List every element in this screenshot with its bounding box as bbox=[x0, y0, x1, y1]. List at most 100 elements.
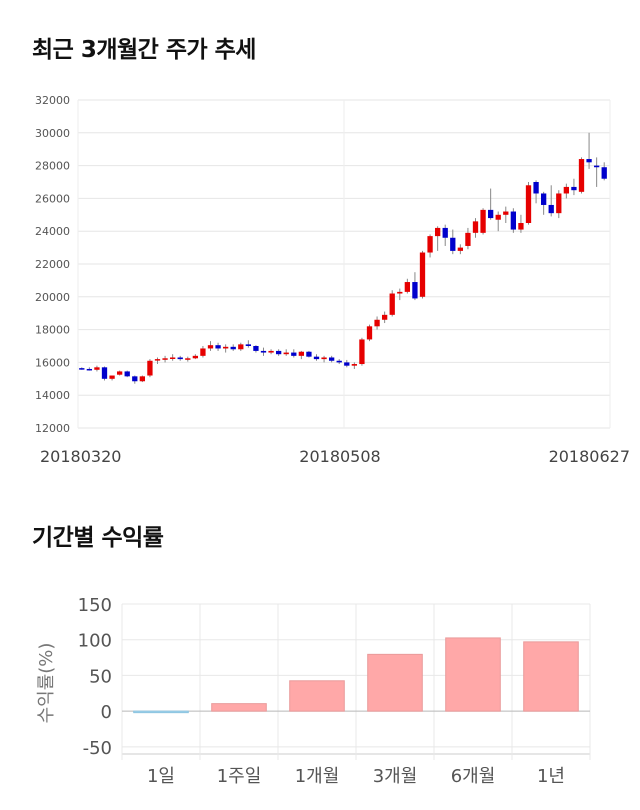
candle-body bbox=[298, 351, 305, 356]
x-tick-label: 1개월 bbox=[295, 766, 340, 787]
candle-body bbox=[116, 371, 123, 375]
candle-body bbox=[245, 344, 252, 346]
candle-body bbox=[230, 346, 236, 350]
candle-body bbox=[586, 159, 592, 163]
y-tick-label: 50 bbox=[89, 666, 112, 687]
candle-body bbox=[162, 358, 168, 360]
candle-body bbox=[328, 357, 335, 361]
candle-body bbox=[147, 360, 153, 376]
candle-body bbox=[260, 350, 267, 353]
candle-body bbox=[450, 237, 456, 251]
candle-body bbox=[457, 247, 464, 251]
candle-body bbox=[215, 345, 221, 349]
candle-body bbox=[177, 357, 183, 360]
bar bbox=[211, 703, 267, 712]
candle-body bbox=[124, 371, 130, 377]
y-tick-label: 28000 bbox=[35, 160, 70, 173]
candle-body bbox=[351, 364, 358, 366]
candle-body bbox=[442, 227, 448, 238]
candle-body bbox=[283, 352, 289, 355]
y-tick-label: 12000 bbox=[35, 422, 70, 435]
candle-body bbox=[313, 356, 320, 360]
x-tick-label: 20180320 bbox=[40, 447, 121, 466]
y-axis-label: 수익률(%) bbox=[36, 643, 57, 724]
y-tick-label: 32000 bbox=[35, 94, 70, 107]
bar bbox=[523, 641, 579, 712]
candle-body bbox=[336, 360, 342, 363]
candle-body bbox=[389, 293, 395, 315]
candle-body bbox=[533, 182, 539, 194]
candle-body bbox=[222, 346, 229, 349]
candle-body bbox=[381, 314, 388, 320]
candle-body bbox=[397, 291, 403, 294]
candle-body bbox=[268, 350, 274, 353]
bar bbox=[367, 653, 423, 712]
candle-body bbox=[510, 211, 517, 230]
candle-body bbox=[79, 368, 85, 370]
candle-body bbox=[275, 350, 282, 355]
candle-body bbox=[132, 376, 138, 382]
y-tick-label: 22000 bbox=[35, 258, 70, 271]
x-tick-label: 1년 bbox=[537, 766, 565, 787]
candle-body bbox=[571, 186, 577, 191]
y-tick-label: 150 bbox=[78, 595, 112, 616]
candle-body bbox=[540, 193, 547, 205]
candle-body bbox=[419, 252, 426, 297]
y-tick-label: 14000 bbox=[35, 389, 70, 402]
y-tick-label: 16000 bbox=[35, 356, 70, 369]
candle-body bbox=[253, 346, 259, 351]
x-tick-label: 6개월 bbox=[451, 766, 496, 787]
candle-body bbox=[374, 319, 380, 327]
candle-body bbox=[495, 214, 501, 220]
candle-body bbox=[109, 375, 115, 379]
candle-body bbox=[169, 357, 176, 359]
candle-body bbox=[359, 339, 365, 365]
candle-body bbox=[556, 193, 562, 214]
candle-body bbox=[412, 282, 418, 299]
candle-body bbox=[306, 351, 312, 357]
candle-body bbox=[192, 355, 199, 359]
candle-body bbox=[480, 209, 486, 233]
candle-body bbox=[427, 236, 433, 253]
candle-body bbox=[200, 348, 206, 356]
candle-body bbox=[503, 211, 509, 215]
candle-body bbox=[344, 362, 350, 366]
candle-body bbox=[404, 282, 411, 292]
price-trend-chart: 12000 14000 16000 18000 20000 22000 24000 26000… bbox=[35, 94, 630, 466]
candle-body bbox=[207, 345, 214, 349]
x-tick-label: 20180627 bbox=[549, 447, 630, 466]
price-trend-title: 최근 3개월간 주가 추세 bbox=[32, 37, 256, 63]
candle-body bbox=[525, 185, 532, 223]
candle-body bbox=[86, 368, 93, 371]
candle-body bbox=[548, 204, 554, 214]
candle-body bbox=[472, 221, 479, 233]
candle-body bbox=[101, 367, 108, 379]
candle-body bbox=[487, 209, 494, 219]
y-tick-label: 0 bbox=[101, 702, 112, 723]
candle-body bbox=[94, 367, 100, 370]
y-tick-label: 30000 bbox=[35, 127, 70, 140]
candle-body bbox=[321, 357, 327, 360]
bar bbox=[289, 680, 345, 712]
candle-body bbox=[563, 186, 570, 194]
candle-body bbox=[601, 167, 607, 179]
y-tick-label: 24000 bbox=[35, 225, 70, 238]
x-tick-label: 3개월 bbox=[373, 766, 418, 787]
candle-body bbox=[238, 344, 244, 350]
y-tick-label: -50 bbox=[83, 738, 112, 759]
candle-body bbox=[593, 165, 600, 168]
x-tick-label: 1주일 bbox=[217, 766, 262, 787]
candle-body bbox=[366, 326, 373, 340]
x-tick-label: 20180508 bbox=[299, 447, 380, 466]
candle-body bbox=[578, 159, 585, 192]
y-tick-label: 18000 bbox=[35, 324, 70, 337]
candle-body bbox=[434, 227, 441, 237]
bar bbox=[133, 710, 189, 714]
candle-body bbox=[185, 358, 191, 360]
y-tick-label: 20000 bbox=[35, 291, 70, 304]
candle-body bbox=[465, 232, 471, 246]
candle-body bbox=[139, 376, 146, 382]
candle-body bbox=[518, 223, 524, 230]
candle-body bbox=[291, 352, 297, 356]
